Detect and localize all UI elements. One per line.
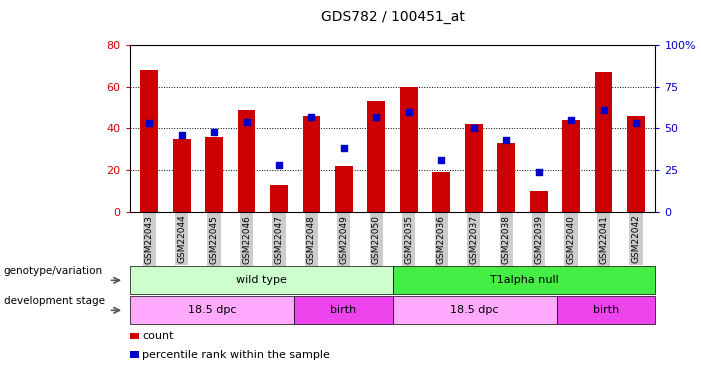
Bar (530, 191, 547, 212)
Point (339, 146, 350, 152)
Point (176, 132, 187, 138)
Bar (594, 72, 613, 212)
Bar (205, 137, 223, 212)
Bar (270, 185, 288, 212)
Bar (562, 120, 580, 212)
Text: 18.5 dpc: 18.5 dpc (451, 305, 499, 315)
Bar (303, 116, 320, 212)
Bar (627, 116, 645, 212)
Text: birth: birth (593, 305, 619, 315)
Point (435, 157, 447, 163)
Text: birth: birth (330, 305, 356, 315)
Text: count: count (142, 331, 174, 341)
Bar (433, 172, 450, 212)
Text: 18.5 dpc: 18.5 dpc (188, 305, 236, 315)
Bar (172, 139, 191, 212)
Point (273, 162, 285, 168)
Point (630, 120, 641, 126)
Point (533, 169, 544, 175)
Bar (400, 87, 418, 212)
Bar (367, 101, 386, 212)
Bar (465, 124, 482, 212)
Point (371, 114, 382, 120)
Bar (140, 70, 158, 212)
Point (566, 117, 577, 123)
Bar (335, 166, 353, 212)
Point (306, 114, 317, 120)
Point (208, 129, 219, 135)
Point (468, 125, 479, 132)
Text: wild type: wild type (236, 275, 287, 285)
Point (144, 120, 155, 126)
Point (403, 109, 414, 115)
Point (501, 137, 512, 143)
Text: genotype/variation: genotype/variation (4, 266, 102, 276)
Text: percentile rank within the sample: percentile rank within the sample (142, 350, 330, 360)
Bar (497, 143, 515, 212)
Text: development stage: development stage (4, 296, 104, 306)
Text: T1alpha null: T1alpha null (489, 275, 559, 285)
Text: GDS782 / 100451_at: GDS782 / 100451_at (320, 10, 465, 24)
Bar (238, 110, 255, 212)
Point (241, 119, 252, 125)
Point (598, 107, 609, 113)
